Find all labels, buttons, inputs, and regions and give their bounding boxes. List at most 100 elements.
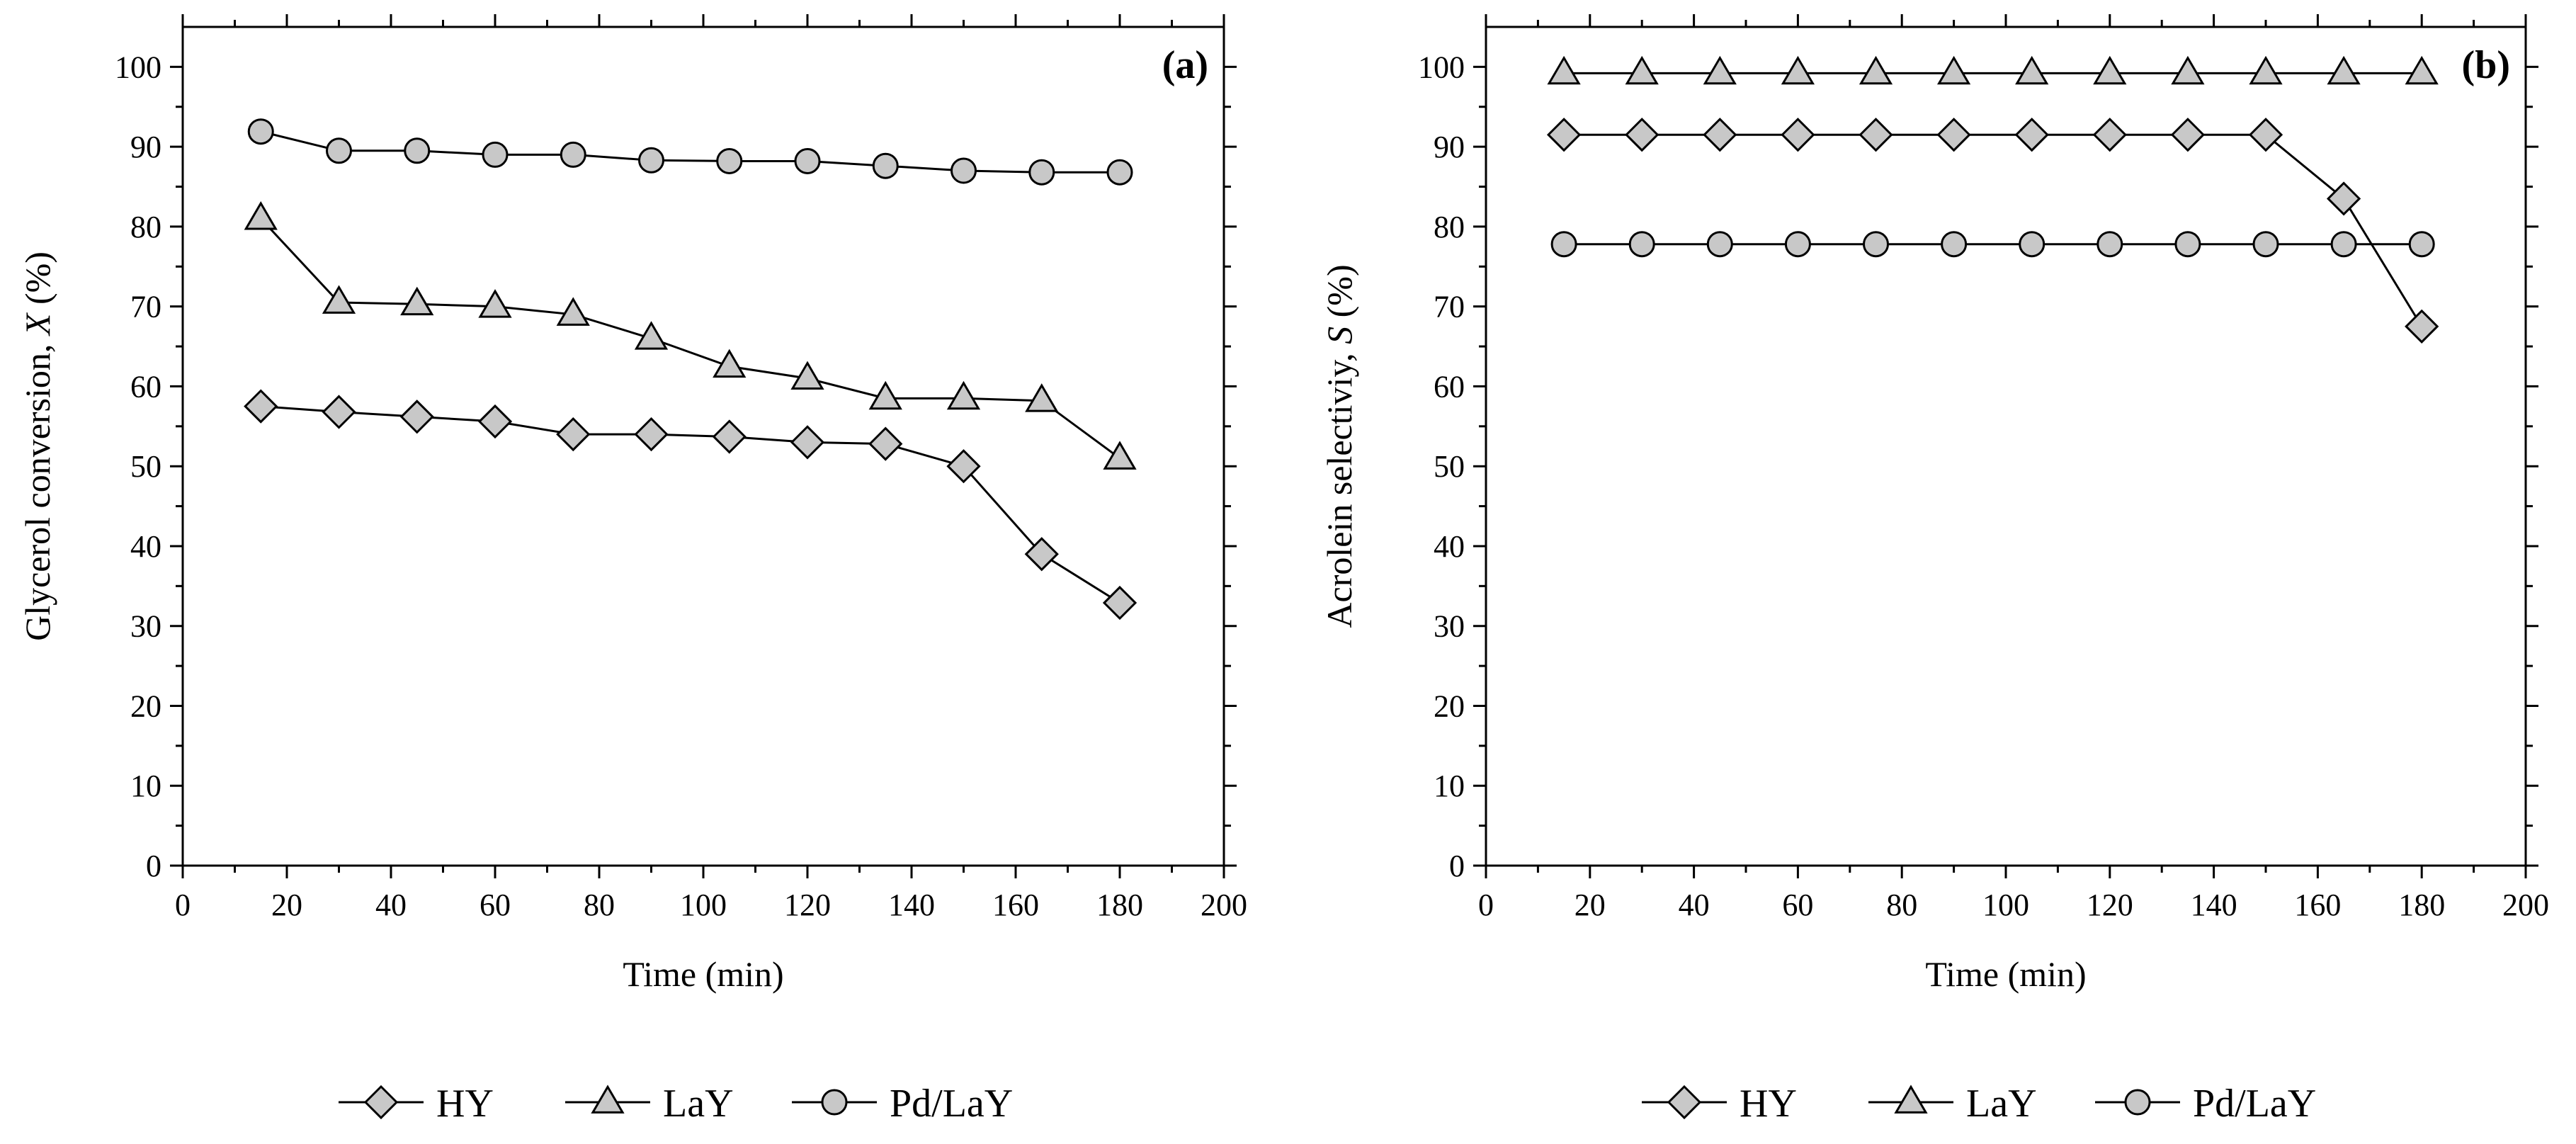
panel-b-data-point-hy: [1625, 118, 1659, 152]
panel-a-y-axis-label-prefix: Glycerol conversion,: [18, 335, 57, 641]
panel-b-data-point-pd-lay: [1941, 231, 1968, 258]
panel-b-data-point-hy: [1936, 118, 1971, 152]
panel-a-data-point-hy: [1024, 537, 1059, 572]
panel-b-series-hy: [1546, 118, 2439, 344]
panel-b-legend: HY LaY Pd/LaY: [1642, 1082, 2316, 1126]
panel-a-data-point-pd-lay: [1106, 159, 1133, 186]
panel-a-x-tick-label: 40: [375, 888, 407, 922]
panel-a-x-tick-label: 100: [680, 888, 727, 922]
panel-b-y-tick-label: 10: [1434, 769, 1465, 803]
panel-b-series-pd-lay: [1550, 231, 2435, 258]
panel-a-y-tick-label: 20: [130, 689, 161, 723]
panel-b-data-point-hy: [2092, 118, 2127, 152]
panel-a-x-tick-label: 20: [271, 888, 302, 922]
panel-b-y-axis-label-suffix: (%): [1320, 264, 1359, 326]
panel-b-data-point-pd-lay: [2408, 231, 2435, 258]
panel-a-data-point-pd-lay: [326, 137, 352, 164]
panel-b-x-tick-label: 40: [1679, 888, 1710, 922]
panel-a-data-point-pd-lay: [716, 147, 743, 174]
panel-b-data-point-lay: [2171, 55, 2205, 85]
panel-a-data-point-hy: [868, 426, 903, 461]
panel-b-data-point-lay: [2327, 55, 2361, 85]
panel-a-data-point-lay: [244, 201, 278, 230]
panel-a-y-tick-label: 30: [130, 609, 161, 644]
panel-b-y-tick-label: 0: [1449, 849, 1465, 883]
panel-b-legend-marker-hy: [1667, 1084, 1702, 1120]
panel-b-x-tick-label: 60: [1782, 888, 1813, 922]
panel-b-legend-label-hy: HY: [1740, 1082, 1797, 1126]
panel-a-y-tick-label: 70: [130, 290, 161, 324]
panel-a-data-point-hy: [244, 389, 278, 424]
panel-a-y-tick-label: 60: [130, 369, 161, 404]
panel-a-x-tick-label: 80: [584, 888, 615, 922]
panel-a-data-point-lay: [400, 286, 434, 316]
panel-b-legend-marker-pd-lay: [2124, 1089, 2151, 1116]
panel-a-series-line-lay: [260, 217, 1120, 460]
panel-a-series-line-pd-lay: [260, 130, 1120, 174]
panel-b-data-point-lay: [1859, 55, 1893, 85]
panel-b-data-point-lay: [2015, 55, 2049, 85]
panel-b-data-point-hy: [2405, 309, 2439, 344]
panel-b-data-point-lay: [2405, 55, 2439, 85]
panel-a-x-tick-label: 180: [1096, 888, 1143, 922]
panel-b-x-tick-label: 0: [1478, 888, 1494, 922]
panel-b-y-tick-label: 60: [1434, 369, 1465, 404]
panel-a-series-lay: [244, 201, 1137, 470]
panel-a-data-point-hy: [946, 449, 981, 484]
panel-a-data-point-hy: [634, 417, 669, 452]
panel-b-data-point-lay: [2249, 55, 2283, 85]
panel-b-y-axis-label: Acrolein selectiviy, S (%): [1320, 264, 1359, 628]
panel-b-data-point-hy: [2326, 181, 2361, 216]
panel-a-series-pd-lay: [247, 118, 1133, 186]
panel-a-x-tick-label: 120: [784, 888, 831, 922]
panel-b-data-point-lay: [1781, 55, 1815, 85]
panel-a-data-point-hy: [556, 417, 591, 452]
panel-a-y-tick-label: 90: [130, 130, 161, 164]
panel-b-legend-label-lay: LaY: [1966, 1082, 2037, 1126]
panel-a-legend-marker-pd-lay: [821, 1089, 848, 1116]
panel-a-series-hy: [244, 389, 1137, 621]
panel-b-data-point-lay: [1547, 55, 1581, 85]
panel-b-y-axis-label-prefix: Acrolein selectiviy,: [1320, 344, 1359, 628]
panel-b-plot-frame: [1485, 26, 2527, 867]
panel-b-data-point-lay: [1703, 55, 1737, 85]
panel-a-y-axis-label-var: X: [18, 312, 57, 336]
chart-panel-a: 0 20 40 60 80 100 120 140 160 180 200 0 10 20 30 40 50 60…: [18, 14, 1247, 1126]
panel-b-data-point-lay: [1625, 55, 1659, 85]
panel-a-data-point-pd-lay: [951, 157, 977, 184]
panel-b-data-point-lay: [2093, 55, 2127, 85]
panel-a-data-point-pd-lay: [247, 118, 274, 145]
panel-a-x-tick-label: 160: [992, 888, 1039, 922]
panel-a-data-point-pd-lay: [404, 137, 431, 164]
panel-b-series-lay: [1547, 55, 2439, 85]
panel-a-data-point-pd-lay: [1028, 159, 1055, 186]
panel-a-data-point-hy: [399, 400, 434, 434]
panel-a-x-tick-label: 200: [1201, 888, 1247, 922]
panel-a-data-point-lay: [556, 297, 590, 326]
panel-b-data-point-pd-lay: [1784, 231, 1811, 258]
panel-a-data-point-pd-lay: [560, 141, 586, 168]
panel-a-data-point-lay: [478, 289, 512, 318]
panel-b-x-tick-label: 200: [2502, 888, 2549, 922]
panel-a-x-tick-label: 140: [888, 888, 935, 922]
panel-a-legend: HY LaY Pd/LaY: [339, 1082, 1013, 1126]
panel-b-data-point-pd-lay: [2174, 231, 2201, 258]
panel-a-data-point-pd-lay: [638, 147, 664, 174]
panel-b-data-point-pd-lay: [2019, 231, 2046, 258]
panel-b-x-tick-label: 120: [2087, 888, 2133, 922]
panel-a-x-tick-label: 60: [480, 888, 511, 922]
panel-b-x-axis-label: Time (min): [1925, 954, 2086, 994]
panel-b-legend-marker-lay: [1894, 1084, 1928, 1114]
panel-a-legend-label-hy: HY: [436, 1082, 494, 1126]
panel-a-y-tick-label: 10: [130, 769, 161, 803]
panel-a-y-tick-label: 0: [146, 849, 161, 883]
panel-b-data-point-hy: [2248, 118, 2283, 152]
panel-b-y-tick-label: 80: [1434, 210, 1465, 244]
panel-a-panel-label: (a): [1162, 43, 1208, 87]
panel-a-x-tick-label: 0: [175, 888, 191, 922]
panel-b-y-tick-label: 20: [1434, 689, 1465, 723]
panel-b-data-point-lay: [1936, 55, 1971, 85]
panel-b-y-tick-label: 90: [1434, 130, 1465, 164]
panel-a-y-tick-label: 100: [115, 50, 161, 84]
